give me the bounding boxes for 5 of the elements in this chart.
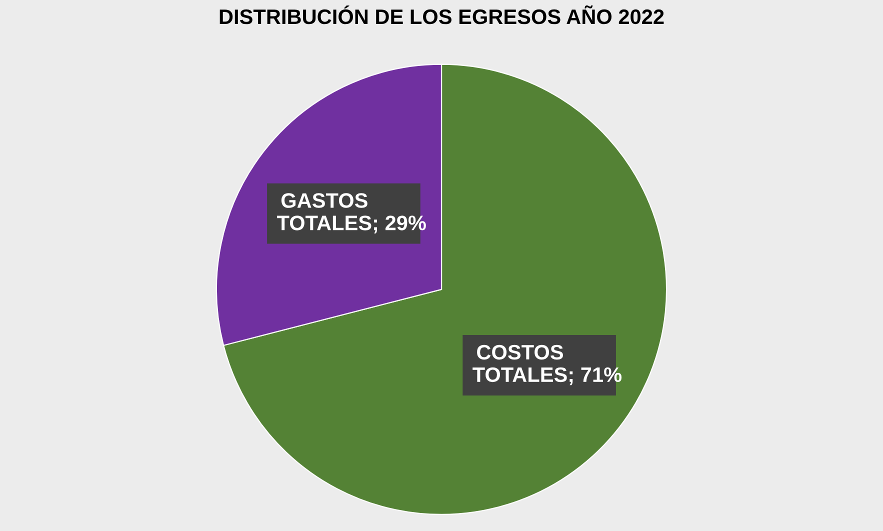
- data-label: ; 71%: [570, 367, 622, 386]
- slice-label: GASTOS TOTALES: [276, 193, 372, 230]
- chart-title: DISTRIBUCIÓN DE LOS EGRESOS AÑO 2022: [220, 5, 664, 24]
- slice-label: COSTOS TOTALES: [472, 344, 567, 382]
- data-label: ; 29%: [374, 216, 426, 234]
